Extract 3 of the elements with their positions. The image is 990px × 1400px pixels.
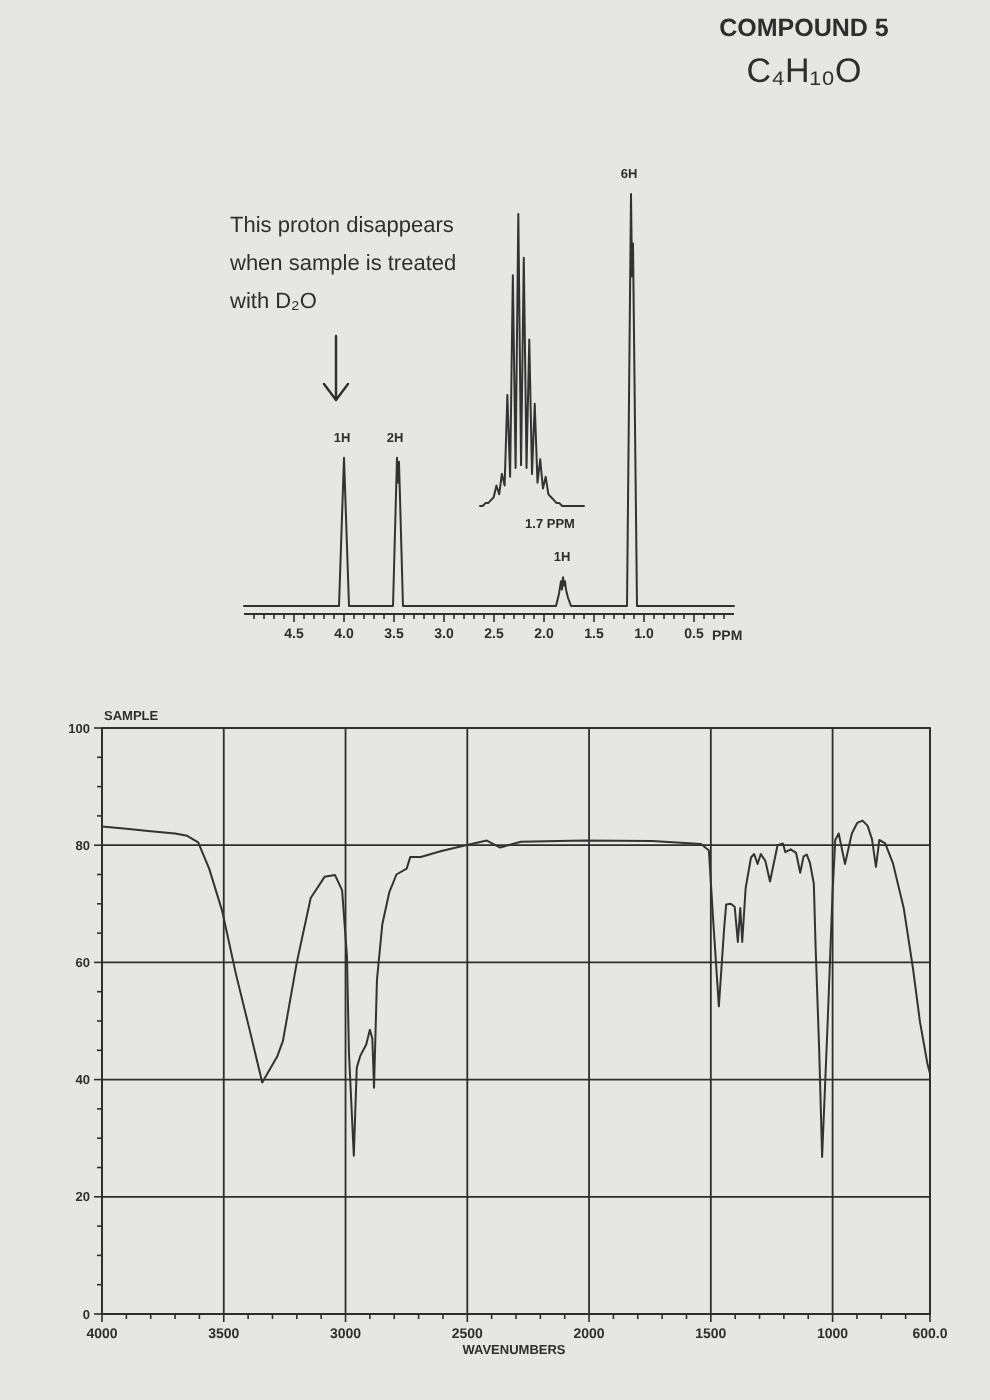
annotation: This proton disappears when sample is treated with D₂O (228, 214, 457, 314)
text: COMPOUND 5 (719, 14, 889, 42)
text: C₄H₁₀O (746, 52, 862, 90)
